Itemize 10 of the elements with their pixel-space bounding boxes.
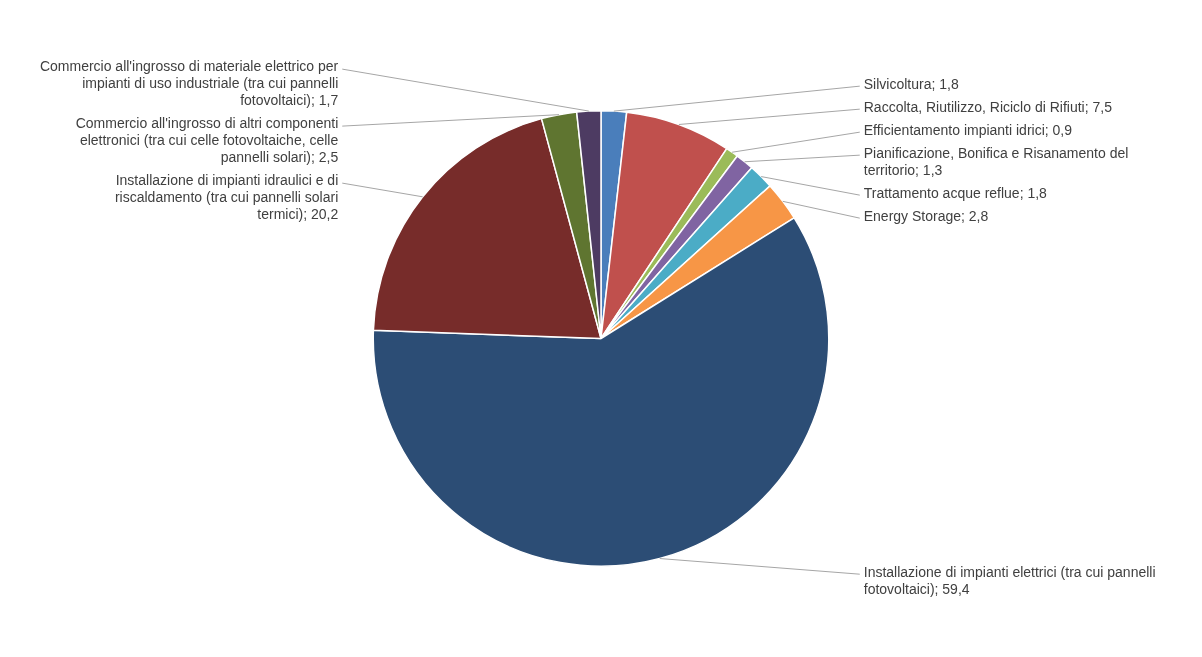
slice-label: Trattamento acque reflue; 1,8 xyxy=(863,184,1048,201)
slice-label: Installazione di impianti elettrici (tra cui pannelli fotovoltaici); 59,4 xyxy=(863,563,1156,597)
slice-label: Pianificazione, Bonifica e Risanamento del territorio; 1,3 xyxy=(863,144,1129,178)
slice-label: Silvicoltura; 1,8 xyxy=(863,75,959,92)
slice-label: Energy Storage; 2,8 xyxy=(863,207,989,224)
slice-label: Installazione di impianti idraulici e di riscaldamento (tra cui pannelli solari termici); 20,2 xyxy=(114,172,339,223)
slice-label: Commercio all'ingrosso di materiale elettrico per impianti di uso industriale (tra cui pannelli fotovoltaici); 1,7 xyxy=(39,58,339,109)
slice-label: Efficientamento impianti idrici; 0,9 xyxy=(863,121,1073,138)
slice-label: Commercio all'ingrosso di altri componenti elettronici (tra cui celle fotovoltaiche, celle pannelli solari); 2,5 xyxy=(75,115,339,166)
slice-label: Raccolta, Riutilizzo, Riciclo di Rifiuti; 7,5 xyxy=(863,98,1113,115)
